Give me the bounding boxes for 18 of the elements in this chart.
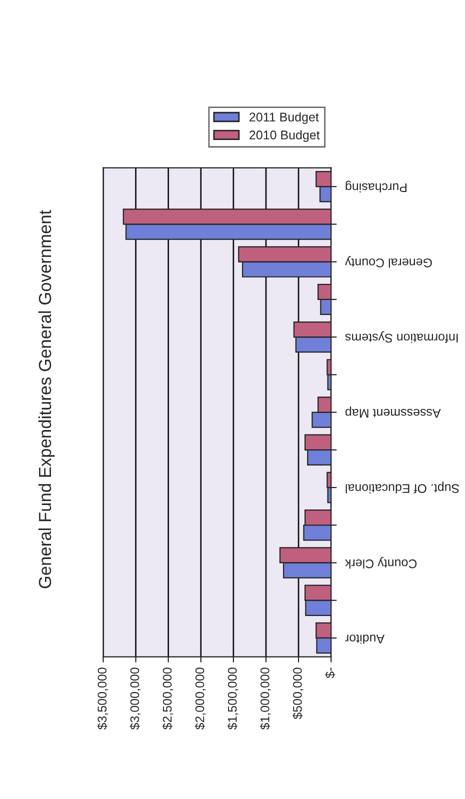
- y-tick-label: Supt. Of Educational: [346, 482, 460, 494]
- y-tick-label: Assessment Map: [345, 406, 441, 418]
- y-tick-label: Purchasing: [346, 180, 406, 192]
- text: General Fund Expenditures General Government: [38, 210, 55, 588]
- x-tick-label: $2,000,000: [194, 668, 206, 730]
- legend-label: 2011 Budget: [250, 112, 319, 124]
- x-tick-label: $3,000,000: [130, 668, 141, 730]
- y-tick-label: County Clerk: [344, 556, 417, 569]
- x-tick-label: $2,500,000: [162, 668, 174, 730]
- x-tick-label: $1,500,000: [227, 668, 238, 730]
- x-tick-label: $1,000,000: [260, 668, 271, 730]
- legend-label: 2010 Budget: [250, 130, 320, 142]
- y-tick-label: General County: [344, 256, 432, 268]
- x-tick-label: $-: [325, 668, 336, 678]
- y-tick-label: Auditor: [345, 634, 385, 644]
- y-tick-label: Information Systems: [345, 331, 458, 343]
- x-tick-label: $3,500,000: [97, 668, 108, 730]
- x-tick-label: $500,000: [292, 668, 304, 720]
